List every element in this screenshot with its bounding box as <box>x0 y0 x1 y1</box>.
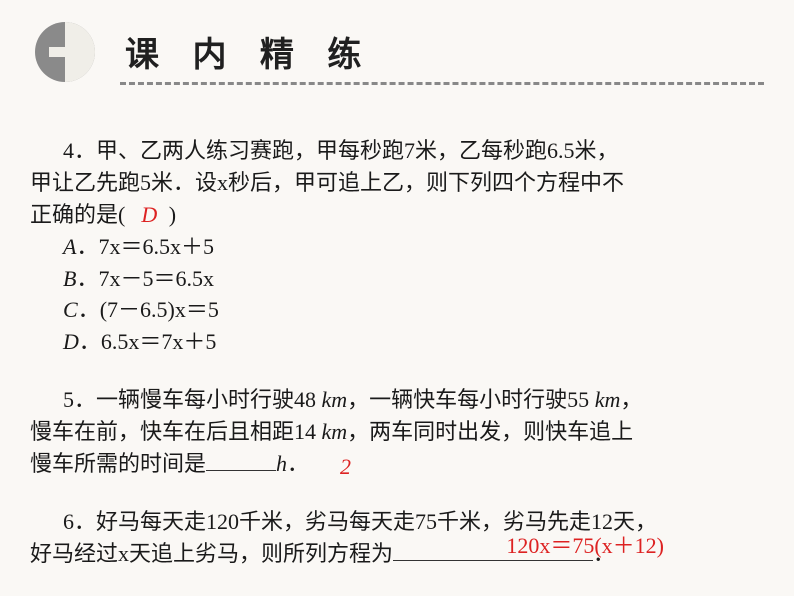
q4-line2a: 甲让乙先跑5米．设x秒后，甲可追上乙，则下列四个方程中不 <box>30 170 624 195</box>
q6-answer: 120x＝75(x＋12) <box>506 530 664 562</box>
q4-answer: D <box>125 202 157 227</box>
section-title: 课 内 精 练 <box>125 27 373 76</box>
question-5: 5．一辆慢车每小时行驶48 km，一辆快车每小时行驶55 km， 慢车在前，快车… <box>30 384 764 480</box>
q4-line1: 4．甲、乙两人练习赛跑，甲每秒跑7米，乙每秒跑6.5米， <box>30 135 764 167</box>
q5-answer: 2 <box>340 451 351 483</box>
question-4: 4．甲、乙两人练习赛跑，甲每秒跑7米，乙每秒跑6.5米， 甲让乙先跑5米．设x秒… <box>30 135 764 358</box>
q5-blank <box>206 449 276 471</box>
question-6: 6．好马每天走120千米，劣马每天走75千米，劣马先走12天， 好马经过x天追上… <box>30 506 764 570</box>
q4-line2: 甲让乙先跑5米．设x秒后，甲可追上乙，则下列四个方程中不 <box>30 167 764 199</box>
divider <box>120 82 764 85</box>
q6-line2: 好马经过x天追上劣马，则所列方程为． 120x＝75(x＋12) <box>30 538 764 570</box>
q5-line2: 慢车在前，快车在后且相距14 km，两车同时出发，则快车追上 <box>30 416 764 448</box>
header-icon <box>35 22 95 82</box>
q5-line1: 5．一辆慢车每小时行驶48 km，一辆快车每小时行驶55 km， <box>30 384 764 416</box>
q4-options: A．7x＝6.5x＋5 B．7x－5＝6.5x C．(7－6.5)x＝5 D．6… <box>63 231 764 359</box>
q5-line3: 慢车所需的时间是h． 2 <box>30 448 764 480</box>
q4-paren-open: 正确的是( <box>30 202 125 227</box>
q4-line3: 正确的是( D ) <box>30 199 764 231</box>
q4-option-d: D．6.5x＝7x＋5 <box>63 326 764 358</box>
q4-paren-close: ) <box>169 202 176 227</box>
q4-option-b: B．7x－5＝6.5x <box>63 263 764 295</box>
q4-option-a: A．7x＝6.5x＋5 <box>63 231 764 263</box>
q4-option-c: C．(7－6.5)x＝5 <box>63 294 764 326</box>
content-area: 4．甲、乙两人练习赛跑，甲每秒跑7米，乙每秒跑6.5米， 甲让乙先跑5米．设x秒… <box>0 85 794 570</box>
